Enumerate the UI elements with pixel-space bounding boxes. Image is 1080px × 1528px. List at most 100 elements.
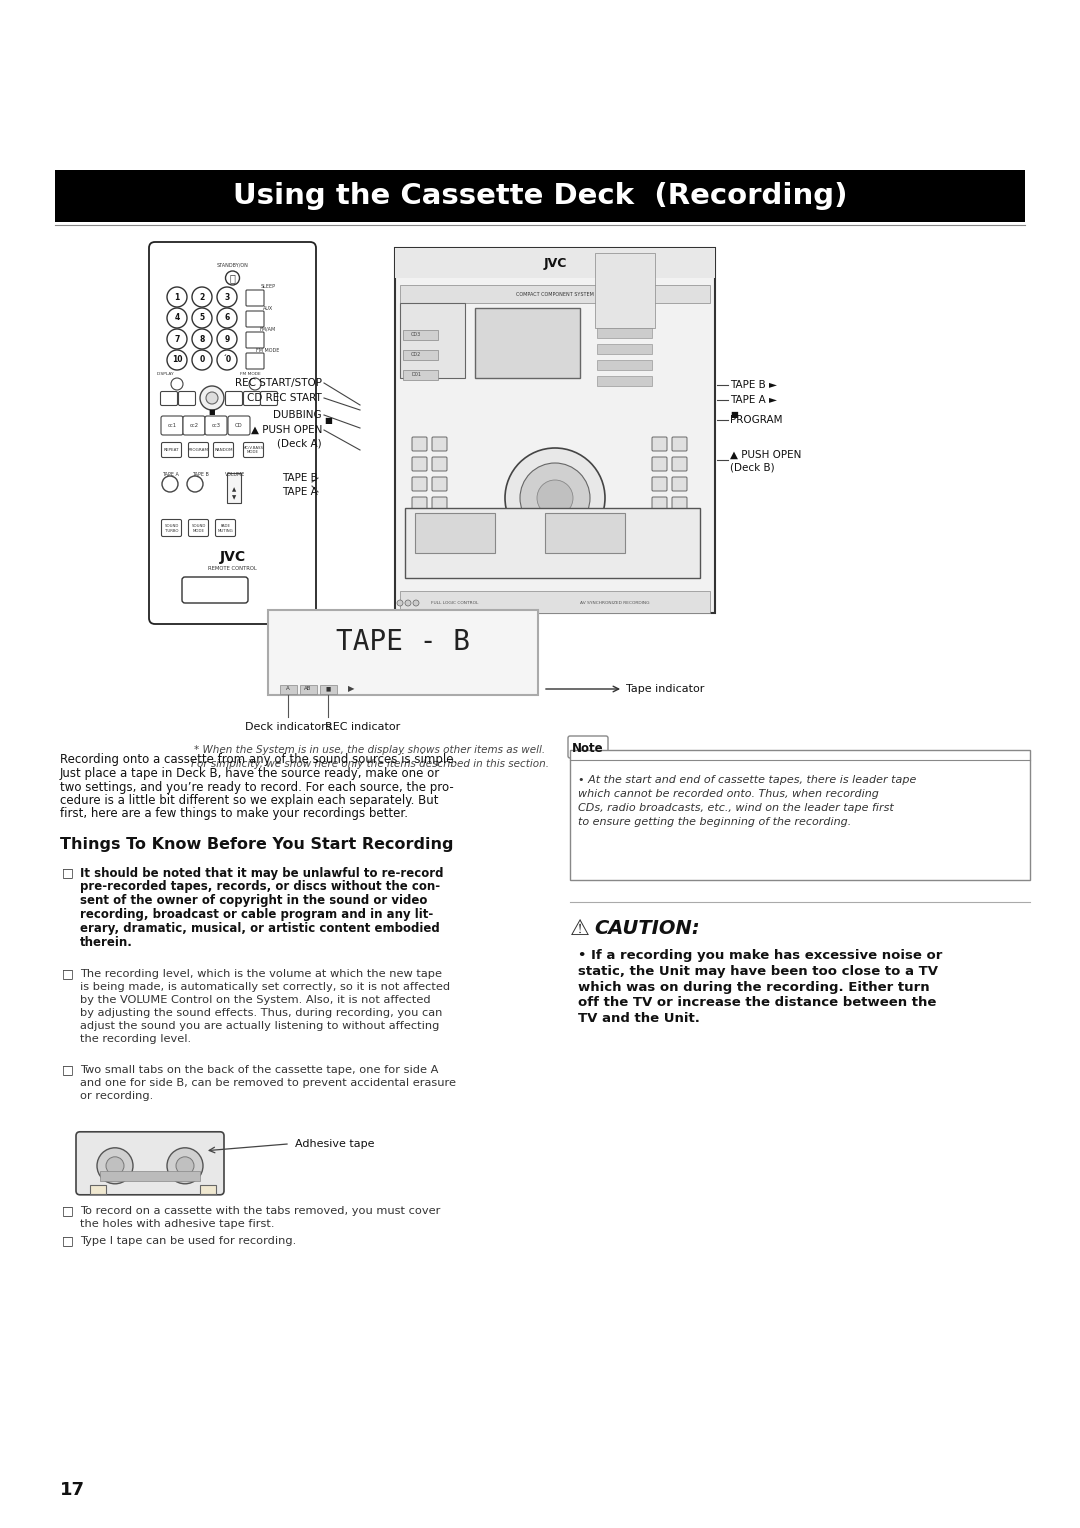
Text: Things To Know Before You Start Recording: Things To Know Before You Start Recordin… [60,837,454,853]
Text: * When the System is in use, the display shows other items as well.: * When the System is in use, the display… [194,746,545,755]
Text: SOUND
MODE: SOUND MODE [191,524,205,533]
Bar [475,309,580,377]
Text: CD2: CD2 [411,353,421,358]
Circle shape [192,287,212,307]
FancyBboxPatch shape [149,241,316,623]
Text: A: A [286,686,289,692]
Text: 1: 1 [174,292,179,301]
Circle shape [537,480,573,516]
Circle shape [106,1157,124,1175]
FancyBboxPatch shape [672,437,687,451]
Text: D01: D01 [411,373,421,377]
Text: therein.: therein. [80,935,133,949]
Text: □: □ [62,866,73,880]
Text: ▶: ▶ [348,685,354,694]
Bar [597,376,652,387]
Text: CD: CD [235,423,243,428]
Text: PROGRAM: PROGRAM [730,416,783,425]
FancyBboxPatch shape [246,332,264,348]
Circle shape [217,287,237,307]
Bar [268,610,538,695]
Text: AB: AB [305,686,312,692]
Text: CD3: CD3 [411,333,421,338]
Text: JVC: JVC [219,550,245,564]
Bar [55,170,1025,222]
Circle shape [192,350,212,370]
Text: RANDOM: RANDOM [214,448,233,452]
Text: Recording onto a cassette from any of the sound sources is simple.: Recording onto a cassette from any of th… [60,753,457,767]
FancyBboxPatch shape [411,497,427,510]
FancyBboxPatch shape [161,391,177,405]
Text: 10: 10 [172,356,183,365]
Text: □: □ [62,967,73,981]
Text: □: □ [62,1204,73,1218]
FancyBboxPatch shape [183,416,205,435]
Text: TAPE B ►: TAPE B ► [730,380,777,390]
Circle shape [167,287,187,307]
FancyBboxPatch shape [432,497,447,510]
Circle shape [171,377,183,390]
Text: Deck indicators: Deck indicators [245,723,332,732]
FancyBboxPatch shape [652,497,667,510]
FancyBboxPatch shape [568,736,608,758]
FancyBboxPatch shape [432,437,447,451]
Text: cc2: cc2 [189,423,199,428]
Bar [415,513,495,553]
Text: Two small tabs on the back of the cassette tape, one for side A: Two small tabs on the back of the casset… [80,1065,438,1074]
FancyBboxPatch shape [243,391,260,405]
Text: ■: ■ [325,686,330,692]
Text: 9: 9 [225,335,230,344]
FancyBboxPatch shape [432,457,447,471]
Text: Note: Note [572,741,604,755]
Circle shape [187,477,203,492]
Text: (Deck A): (Deck A) [278,439,322,448]
FancyBboxPatch shape [652,477,667,490]
Text: • At the start and end of cassette tapes, there is leader tape: • At the start and end of cassette tapes… [578,775,916,785]
Bar [597,361,652,370]
FancyBboxPatch shape [672,497,687,510]
FancyBboxPatch shape [200,1186,216,1195]
Text: 2: 2 [200,292,204,301]
FancyBboxPatch shape [203,391,219,405]
FancyBboxPatch shape [246,353,264,368]
FancyBboxPatch shape [205,416,227,435]
Text: MC/V.BASS
MODE: MC/V.BASS MODE [243,446,264,454]
Text: TΑPE - B: TΑPE - B [336,628,470,657]
FancyBboxPatch shape [178,391,195,405]
Text: Adhesive tape: Adhesive tape [295,1138,375,1149]
Text: off the TV or increase the distance between the: off the TV or increase the distance betw… [578,996,936,1010]
Bar [597,329,652,338]
FancyBboxPatch shape [189,443,208,457]
Text: JVC: JVC [543,257,567,269]
Bar [403,330,438,341]
FancyBboxPatch shape [260,391,278,405]
Text: is being made, is automatically set correctly, so it is not affected: is being made, is automatically set corr… [80,983,450,992]
Circle shape [167,1148,203,1184]
FancyBboxPatch shape [76,1132,224,1195]
Text: ▲: ▲ [232,487,237,492]
FancyBboxPatch shape [183,578,248,604]
Text: two settings, and you’re ready to record. For each source, the pro-: two settings, and you’re ready to record… [60,781,454,793]
Text: TV and the Unit.: TV and the Unit. [578,1013,700,1025]
Text: CAUTION:: CAUTION: [594,920,700,938]
FancyBboxPatch shape [162,443,181,457]
Text: COMPACT COMPONENT SYSTEM: COMPACT COMPONENT SYSTEM [516,292,594,296]
Text: 5: 5 [200,313,204,322]
FancyBboxPatch shape [411,477,427,490]
FancyBboxPatch shape [432,477,447,490]
FancyBboxPatch shape [214,443,233,457]
FancyBboxPatch shape [672,477,687,490]
Text: The recording level, which is the volume at which the new tape: The recording level, which is the volume… [80,969,442,979]
Text: sent of the owner of copyright in the sound or video: sent of the owner of copyright in the so… [80,894,428,908]
Text: AUX: AUX [262,306,273,310]
Bar [570,750,1030,880]
Text: FULL LOGIC CONTROL: FULL LOGIC CONTROL [431,601,478,605]
Text: Type I tape can be used for recording.: Type I tape can be used for recording. [80,1236,296,1245]
Text: CD REC START: CD REC START [247,393,322,403]
Text: 6: 6 [225,313,230,322]
Text: 8: 8 [200,335,205,344]
Text: TAPE A ►: TAPE A ► [730,396,777,405]
FancyBboxPatch shape [299,685,316,694]
Text: static, the Unit may have been too close to a TV: static, the Unit may have been too close… [578,964,939,978]
Text: REMOTE CONTROL: REMOTE CONTROL [208,565,257,570]
